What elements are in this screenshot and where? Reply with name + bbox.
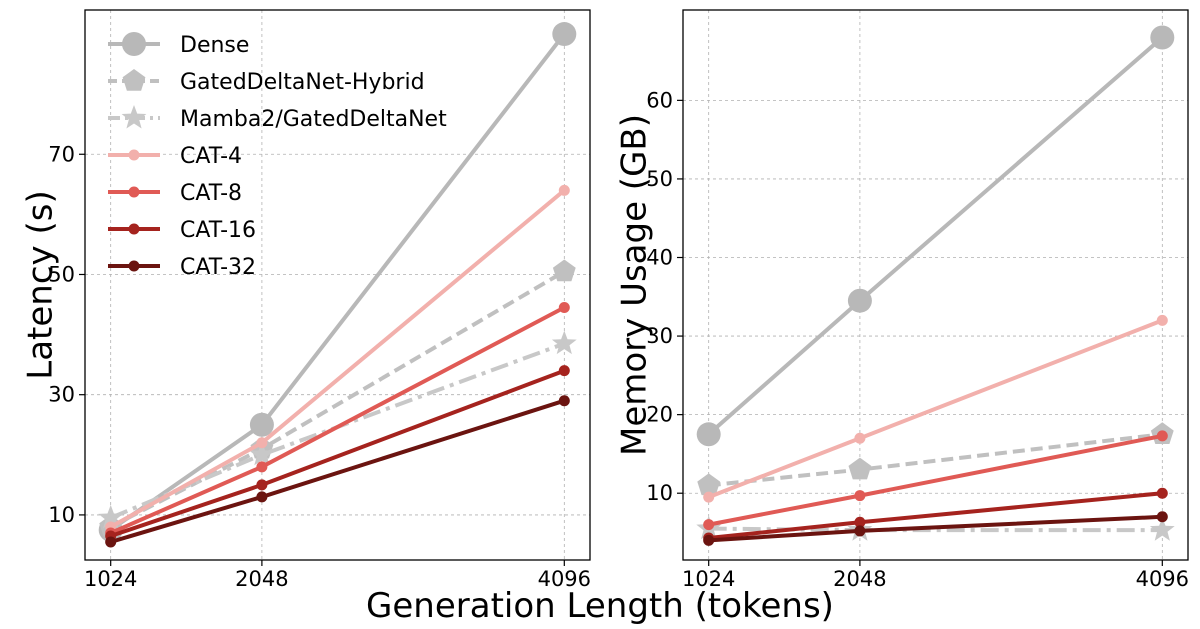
data-point bbox=[1149, 517, 1175, 541]
legend-item-gateddeltanet-hybrid: GatedDeltaNet-Hybrid bbox=[108, 69, 425, 95]
data-point bbox=[854, 432, 866, 444]
data-point bbox=[847, 288, 872, 313]
legend-label: Dense bbox=[180, 33, 249, 58]
series-line bbox=[708, 433, 1163, 527]
series-dense bbox=[98, 22, 577, 542]
legend-label: CAT-4 bbox=[180, 144, 242, 169]
data-point bbox=[854, 516, 866, 528]
x-tick-label: 1024 bbox=[682, 567, 735, 591]
data-point bbox=[1156, 314, 1168, 326]
y-tick-label: 30 bbox=[646, 324, 673, 348]
data-point bbox=[249, 412, 274, 437]
y-tick-label: 10 bbox=[48, 503, 75, 527]
data-point bbox=[848, 457, 872, 480]
x-tick-label: 2048 bbox=[833, 567, 886, 591]
plot-frame bbox=[682, 9, 1189, 561]
series-cat-4 bbox=[703, 314, 1168, 503]
series-line bbox=[110, 368, 566, 538]
legend-label: CAT-8 bbox=[180, 181, 242, 206]
series-line bbox=[109, 188, 566, 529]
x-tick-label: 4096 bbox=[538, 567, 591, 591]
x-tick-label: 4096 bbox=[1136, 567, 1189, 591]
series-mamba2-gateddeltanet bbox=[98, 330, 577, 529]
data-point bbox=[703, 534, 715, 546]
data-point bbox=[696, 422, 721, 447]
data-point bbox=[854, 525, 866, 537]
data-point bbox=[1156, 511, 1168, 523]
legend-label: GatedDeltaNet-Hybrid bbox=[180, 70, 425, 95]
y-tick-label: 50 bbox=[48, 262, 75, 286]
series-cat-8 bbox=[703, 430, 1168, 531]
y-tick-label: 70 bbox=[48, 142, 75, 166]
data-point bbox=[1150, 25, 1175, 50]
legend-item-dense: Dense bbox=[108, 32, 249, 58]
legend: Dense GatedDeltaNet-Hybrid Mamba2/GatedDel… bbox=[108, 32, 447, 280]
y-tick-label: 40 bbox=[646, 246, 673, 270]
legend-marker bbox=[128, 223, 140, 235]
series-cat-32 bbox=[703, 511, 1168, 546]
data-point bbox=[558, 302, 570, 314]
series-cat-4 bbox=[105, 184, 570, 533]
data-point bbox=[558, 184, 570, 196]
plot-frame bbox=[84, 9, 591, 561]
data-point bbox=[552, 259, 576, 282]
data-point bbox=[256, 461, 268, 473]
legend-marker bbox=[122, 32, 146, 56]
data-point bbox=[256, 479, 268, 491]
series-line bbox=[707, 35, 1164, 436]
x-tick-label: 2048 bbox=[235, 567, 288, 591]
data-point bbox=[697, 473, 721, 496]
y-axis-label: Memory Usage (GB) bbox=[615, 114, 655, 456]
data-point bbox=[551, 330, 577, 355]
legend-marker bbox=[121, 105, 147, 129]
series-line bbox=[708, 432, 1163, 488]
legend-label: CAT-16 bbox=[180, 218, 256, 243]
legend-marker bbox=[128, 149, 140, 161]
series-dense bbox=[696, 25, 1175, 447]
data-point bbox=[256, 437, 268, 449]
data-point bbox=[1156, 430, 1168, 442]
y-axis-label: Latency (s) bbox=[21, 190, 61, 379]
y-tick-label: 30 bbox=[48, 383, 75, 407]
legend-marker bbox=[122, 69, 146, 91]
data-point bbox=[249, 441, 275, 466]
data-point bbox=[256, 491, 268, 503]
x-axis-label: Generation Length (tokens) bbox=[366, 586, 834, 626]
legend-item-cat-16: CAT-16 bbox=[108, 218, 256, 243]
data-point bbox=[552, 22, 577, 47]
series-line bbox=[110, 398, 565, 544]
legend-item-mamba2-gateddeltanet: Mamba2/GatedDeltaNet bbox=[108, 105, 447, 132]
series-gateddeltanet-hybrid bbox=[697, 422, 1174, 496]
y-tick-label: 20 bbox=[646, 403, 673, 427]
legend-item-cat-32: CAT-32 bbox=[108, 255, 256, 280]
legend-marker bbox=[128, 186, 140, 198]
data-point bbox=[558, 395, 570, 407]
legend-label: Mamba2/GatedDeltaNet bbox=[180, 107, 447, 132]
data-point bbox=[558, 365, 570, 377]
latency-panel: 1024 2048 4096 10 30 50 70 Latency (s) bbox=[21, 9, 591, 591]
data-point bbox=[98, 504, 124, 529]
legend-marker bbox=[128, 260, 140, 272]
y-tick-label: 60 bbox=[646, 88, 673, 112]
data-point bbox=[854, 490, 866, 502]
legend-item-cat-4: CAT-4 bbox=[108, 144, 242, 169]
legend-label: CAT-32 bbox=[180, 255, 256, 280]
data-point bbox=[1156, 487, 1168, 499]
series-line bbox=[707, 318, 1164, 499]
y-tick-label: 10 bbox=[646, 481, 673, 505]
data-point bbox=[703, 519, 715, 531]
x-tick-label: 1024 bbox=[84, 567, 137, 591]
legend-item-cat-8: CAT-8 bbox=[108, 181, 242, 206]
series-cat-32 bbox=[105, 395, 570, 548]
data-point bbox=[105, 536, 117, 548]
y-tick-label: 50 bbox=[646, 167, 673, 191]
data-point bbox=[703, 491, 715, 503]
